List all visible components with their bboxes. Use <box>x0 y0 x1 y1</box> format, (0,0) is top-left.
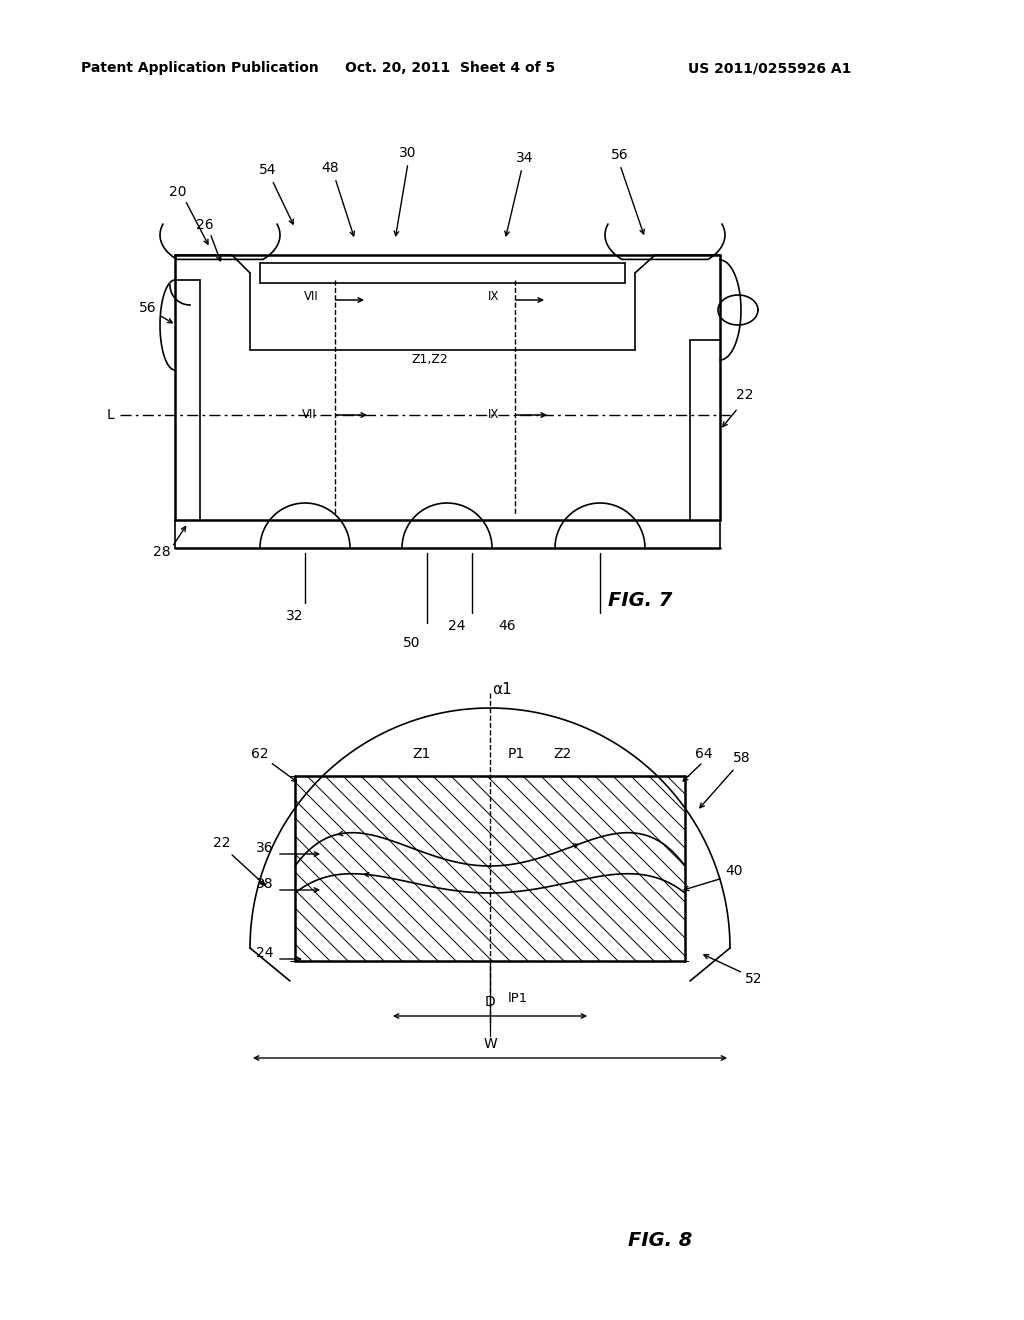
Text: 32: 32 <box>287 609 304 623</box>
Text: 58: 58 <box>733 751 751 766</box>
Text: 40: 40 <box>725 865 742 878</box>
Text: 54: 54 <box>259 162 276 177</box>
Text: 28: 28 <box>154 545 171 558</box>
Text: 56: 56 <box>139 301 157 315</box>
Text: 50: 50 <box>403 636 421 649</box>
Text: 20: 20 <box>169 185 186 199</box>
Text: 46: 46 <box>499 619 516 634</box>
Text: 24: 24 <box>256 946 273 960</box>
Text: US 2011/0255926 A1: US 2011/0255926 A1 <box>688 61 852 75</box>
Text: α1: α1 <box>493 682 512 697</box>
Text: P1: P1 <box>508 747 525 762</box>
Text: VII: VII <box>302 408 317 421</box>
Text: Patent Application Publication: Patent Application Publication <box>81 61 318 75</box>
Text: Z2: Z2 <box>553 747 571 762</box>
Text: 26: 26 <box>197 218 214 232</box>
Text: D: D <box>484 995 496 1008</box>
Text: FIG. 8: FIG. 8 <box>628 1230 692 1250</box>
Text: 22: 22 <box>213 836 230 850</box>
Text: 22: 22 <box>736 388 754 403</box>
Text: Oct. 20, 2011  Sheet 4 of 5: Oct. 20, 2011 Sheet 4 of 5 <box>345 61 555 75</box>
Text: 38: 38 <box>256 876 273 891</box>
Text: 56: 56 <box>611 148 629 162</box>
Text: 64: 64 <box>695 747 713 762</box>
Text: 24: 24 <box>449 619 466 634</box>
Text: 30: 30 <box>399 147 417 160</box>
Text: L: L <box>106 408 114 422</box>
Text: IX: IX <box>487 408 499 421</box>
Text: 62: 62 <box>251 747 269 762</box>
Text: Z1,Z2: Z1,Z2 <box>412 354 449 367</box>
Text: lP1: lP1 <box>508 991 528 1005</box>
Text: FIG. 7: FIG. 7 <box>608 590 672 610</box>
Text: 34: 34 <box>516 150 534 165</box>
Text: 52: 52 <box>745 972 763 986</box>
Text: W: W <box>483 1038 497 1051</box>
Text: Z1: Z1 <box>413 747 431 762</box>
Text: 48: 48 <box>322 161 339 176</box>
Text: IX: IX <box>487 289 499 302</box>
Text: VII: VII <box>304 289 319 302</box>
Text: 36: 36 <box>256 841 273 855</box>
